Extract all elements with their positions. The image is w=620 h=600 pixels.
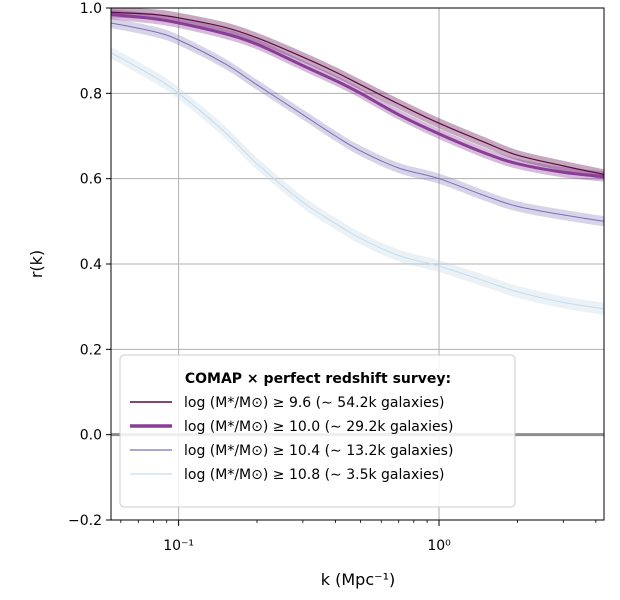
- series-line-3: [111, 22, 604, 222]
- legend-entry-2: log (M*/M⊙) ≥ 10.0 (∼ 29.2k galaxies): [184, 419, 453, 435]
- legend-title: COMAP × perfect redshift survey:: [185, 371, 451, 387]
- x-tick-label: 10⁻¹: [163, 538, 194, 554]
- y-tick-label: 0.2: [80, 342, 102, 358]
- y-tick-label: 0.4: [80, 257, 102, 273]
- y-axis-label: r(k): [27, 250, 46, 278]
- series-line-2: [111, 12, 604, 179]
- legend: COMAP × perfect redshift survey: log (M*/…: [119, 354, 516, 508]
- x-axis-label: k (Mpc⁻¹): [321, 570, 395, 589]
- series-lines: [111, 11, 604, 310]
- legend-entry-4: log (M*/M⊙) ≥ 10.8 (∼ 3.5k galaxies): [184, 467, 445, 483]
- y-tick-label: −0.2: [68, 513, 102, 529]
- uncertainty-bands: [111, 8, 604, 315]
- series-line-4: [111, 52, 604, 310]
- series-line-1: [111, 11, 604, 175]
- x-tick-label: 10⁰: [427, 538, 451, 554]
- y-tick-label: 0.0: [80, 428, 102, 444]
- y-tick-label: 0.6: [80, 172, 102, 188]
- legend-entry-3: log (M*/M⊙) ≥ 10.4 (∼ 13.2k galaxies): [184, 443, 453, 459]
- series-band-1: [111, 8, 604, 180]
- legend-entry-1: log (M*/M⊙) ≥ 9.6 (∼ 54.2k galaxies): [184, 395, 445, 411]
- series-band-2: [111, 9, 604, 182]
- legend-box: [119, 354, 516, 508]
- y-tick-label: 1.0: [80, 1, 102, 17]
- series-band-3: [111, 17, 604, 227]
- axis-ticks: −0.2 0.0 0.2 0.4 0.6 0.8 1.0 10⁻¹ 10⁰: [68, 1, 597, 554]
- y-tick-label: 0.8: [80, 86, 102, 102]
